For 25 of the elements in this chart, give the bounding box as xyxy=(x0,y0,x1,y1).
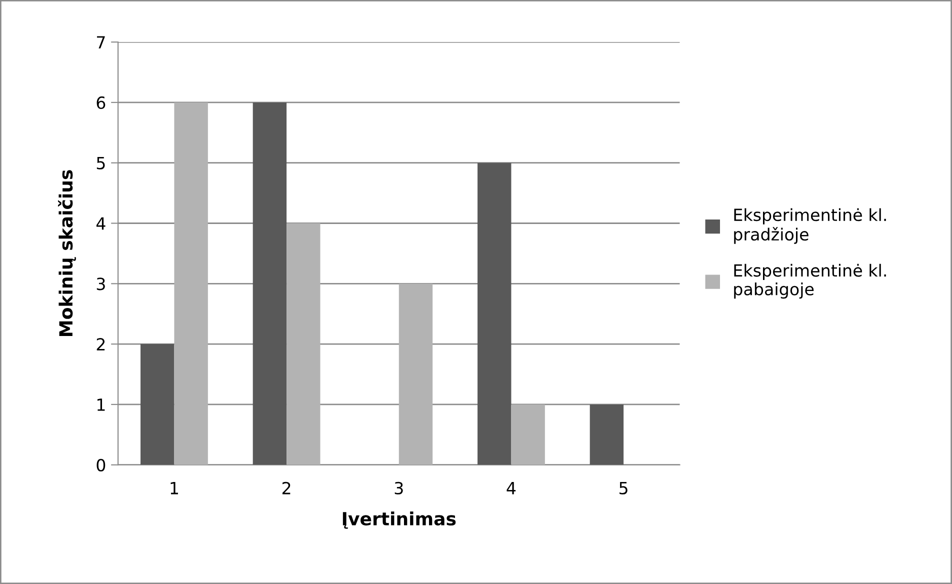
bar xyxy=(252,102,287,465)
legend-label: Eksperimentinė kl. pabaigoje xyxy=(734,264,886,299)
x-tick-label: 3 xyxy=(394,482,403,494)
x-tick-label: 5 xyxy=(620,482,628,494)
legend-label: Eksperimentinė kl. pradžioje xyxy=(734,208,886,244)
y-tick-label: 2 xyxy=(96,338,105,350)
y-axis-title: Mokinių skaičius xyxy=(58,170,76,336)
bar xyxy=(511,404,545,465)
y-tick-label: 4 xyxy=(96,217,106,230)
y-tick-label: 6 xyxy=(96,96,106,110)
x-tick-label: 2 xyxy=(282,482,290,494)
y-tick-label: 1 xyxy=(97,398,105,411)
bar xyxy=(478,162,512,465)
bar xyxy=(140,344,174,465)
x-tick-label: 1 xyxy=(170,482,178,494)
y-tick-label: 7 xyxy=(97,36,105,48)
bar xyxy=(398,284,433,465)
bar xyxy=(286,223,320,465)
bar xyxy=(590,404,624,465)
y-tick-label: 0 xyxy=(96,458,106,472)
y-tick-label: 3 xyxy=(96,278,105,290)
y-tick-label: 5 xyxy=(96,157,105,170)
x-tick-label: 4 xyxy=(506,482,516,494)
bar xyxy=(174,102,208,465)
x-axis-title: Įvertinimas xyxy=(342,512,456,529)
